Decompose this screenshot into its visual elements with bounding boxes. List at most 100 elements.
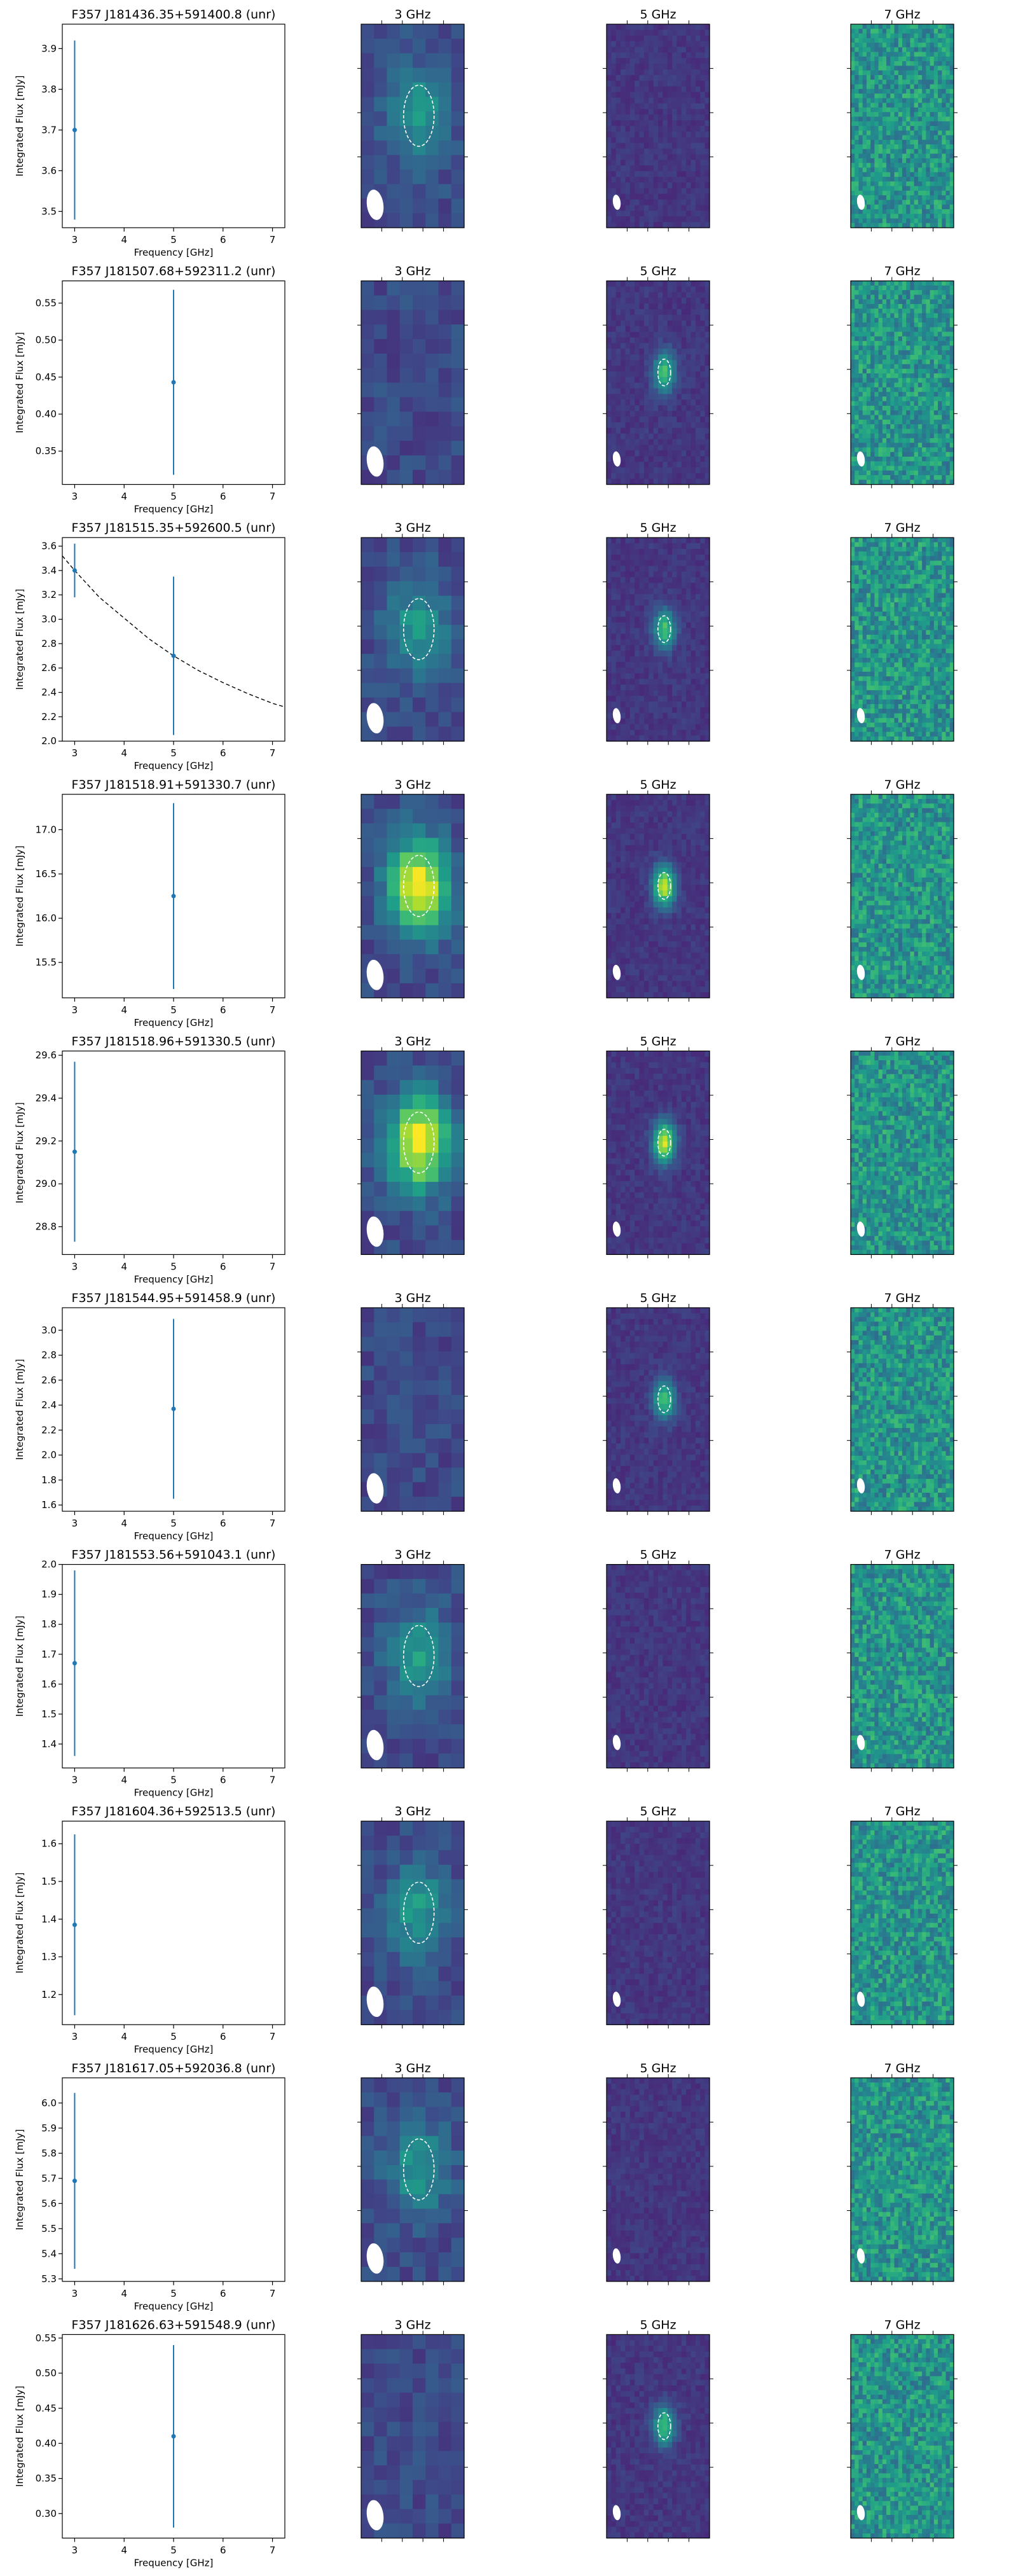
cutout-image xyxy=(851,537,954,742)
spectral-fit-line xyxy=(62,555,285,708)
x-axis-label: Frequency [GHz] xyxy=(134,247,214,258)
x-tick-label: 3 xyxy=(72,2288,78,2299)
cutout-title: 7 GHz xyxy=(884,1291,920,1305)
cutout-title: 7 GHz xyxy=(884,2318,920,2332)
cutout-panel: 5 GHz xyxy=(603,1804,713,2029)
x-tick-label: 7 xyxy=(270,234,276,246)
cutout-panel: 5 GHz xyxy=(603,2061,713,2285)
plot-frame xyxy=(62,1050,285,1256)
y-tick-label: 1.5 xyxy=(41,1876,57,1887)
cutout-image xyxy=(851,1564,954,1769)
source-aperture-ellipse xyxy=(657,358,671,387)
source-aperture-ellipse xyxy=(402,1624,435,1687)
cutout-frame xyxy=(606,1564,710,1769)
y-tick-label: 2.8 xyxy=(41,638,57,649)
cutout-frame xyxy=(850,1050,954,1256)
beam-ellipse xyxy=(856,708,865,724)
x-tick-label: 6 xyxy=(220,1775,226,1786)
y-tick-label: 0.50 xyxy=(36,2367,57,2379)
cutout-frame xyxy=(360,1820,465,2025)
plot-frame xyxy=(62,1564,285,1769)
spectrum-plot: F357 J181604.36+592513.5 (unr) 3 4 5 6 7 Frequ… xyxy=(14,1804,285,2055)
beam-ellipse xyxy=(366,446,384,477)
beam-ellipse xyxy=(856,2505,865,2521)
cutout-panel: 7 GHz xyxy=(847,1291,958,1515)
y-tick-label: 5.8 xyxy=(41,2147,57,2159)
beam-ellipse xyxy=(856,451,865,467)
plot-frame xyxy=(62,1820,285,2025)
cutout-frame xyxy=(850,794,954,999)
y-axis-label: Integrated Flux [mJy] xyxy=(14,2129,25,2230)
cutout-title: 5 GHz xyxy=(640,265,676,279)
y-tick-label: 5.7 xyxy=(41,2173,57,2184)
cutout-panel: 3 GHz xyxy=(357,1804,468,2029)
y-tick-label: 2.4 xyxy=(41,1399,57,1411)
y-tick-label: 1.6 xyxy=(41,1679,57,1690)
cutout-panel: 7 GHz xyxy=(847,2318,958,2542)
spectrum-plot: F357 J181518.96+591330.5 (unr) 3 4 5 6 7 Frequ… xyxy=(14,1034,285,1285)
y-tick-label: 15.5 xyxy=(36,957,57,968)
cutout-title: 7 GHz xyxy=(884,2061,920,2075)
cutout-panel: 3 GHz xyxy=(357,2061,468,2285)
y-tick-label: 0.40 xyxy=(36,2437,57,2449)
y-tick-label: 1.3 xyxy=(41,1951,57,1963)
beam-ellipse xyxy=(856,1991,865,2007)
cutout-title: 5 GHz xyxy=(640,1804,676,1818)
y-axis-label: Integrated Flux [mJy] xyxy=(14,2386,25,2487)
y-axis-label: Integrated Flux [mJy] xyxy=(14,76,25,177)
x-tick-label: 5 xyxy=(170,2544,177,2556)
cutout-frame xyxy=(606,1050,710,1256)
x-tick-label: 3 xyxy=(72,1261,78,1272)
cutout-image xyxy=(361,537,465,742)
y-tick-label: 2.0 xyxy=(41,735,57,747)
cutout-panel: 7 GHz xyxy=(847,265,958,488)
cutout-panel: 3 GHz xyxy=(357,1291,468,1515)
x-tick-label: 7 xyxy=(270,1004,276,1016)
x-axis-label: Frequency [GHz] xyxy=(134,1787,214,1799)
source-row: F357 J181544.95+591458.9 (unr) 3 4 5 6 7 Frequ… xyxy=(14,1291,958,1542)
x-axis-label: Frequency [GHz] xyxy=(134,1273,214,1285)
cutout-title: 5 GHz xyxy=(640,1034,676,1048)
source-aperture-ellipse xyxy=(657,1385,671,1413)
x-tick-label: 7 xyxy=(270,747,276,759)
cutout-frame xyxy=(360,794,465,999)
cutout-title: 5 GHz xyxy=(640,1548,676,1562)
source-aperture-ellipse xyxy=(402,2138,435,2201)
cutout-frame xyxy=(360,2334,465,2538)
x-tick-label: 6 xyxy=(220,234,226,246)
cutout-image xyxy=(607,1564,710,1769)
cutout-frame xyxy=(606,537,710,742)
spectrum-title: F357 J181604.36+592513.5 (unr) xyxy=(72,1804,276,1818)
cutout-frame xyxy=(850,1307,954,1512)
cutout-image xyxy=(361,1308,465,1512)
cutout-panel: 7 GHz xyxy=(847,1804,958,2029)
cutout-panel: 5 GHz xyxy=(603,2318,713,2542)
x-tick-label: 6 xyxy=(220,1518,226,1529)
cutout-panel: 3 GHz xyxy=(357,521,468,745)
cutout-panel: 3 GHz xyxy=(357,8,468,232)
cutout-title: 7 GHz xyxy=(884,1034,920,1048)
beam-ellipse xyxy=(366,2500,384,2531)
cutout-image xyxy=(851,2077,954,2282)
source-aperture-ellipse xyxy=(657,615,671,644)
y-tick-label: 5.4 xyxy=(41,2248,57,2259)
cutout-title: 7 GHz xyxy=(884,265,920,279)
y-tick-label: 3.4 xyxy=(41,565,57,576)
source-row: F357 J181617.05+592036.8 (unr) 3 4 5 6 7 Frequ… xyxy=(14,2061,958,2312)
cutout-frame xyxy=(606,794,710,999)
source-aperture-ellipse xyxy=(402,855,435,917)
x-axis-label: Frequency [GHz] xyxy=(134,2301,214,2312)
y-tick-label: 1.6 xyxy=(41,1838,57,1850)
x-tick-label: 5 xyxy=(170,1518,177,1529)
y-tick-label: 1.9 xyxy=(41,1589,57,1600)
y-tick-label: 2.2 xyxy=(41,711,57,723)
y-axis-label: Integrated Flux [mJy] xyxy=(14,845,25,946)
y-tick-label: 3.0 xyxy=(41,1324,57,1336)
y-tick-label: 0.35 xyxy=(36,445,57,457)
x-tick-label: 3 xyxy=(72,2544,78,2556)
y-axis-label: Integrated Flux [mJy] xyxy=(14,1873,25,1974)
cutout-panel: 7 GHz xyxy=(847,8,958,232)
cutout-image xyxy=(607,2334,710,2538)
beam-ellipse xyxy=(366,1216,384,1247)
y-axis-label: Integrated Flux [mJy] xyxy=(14,1102,25,1203)
